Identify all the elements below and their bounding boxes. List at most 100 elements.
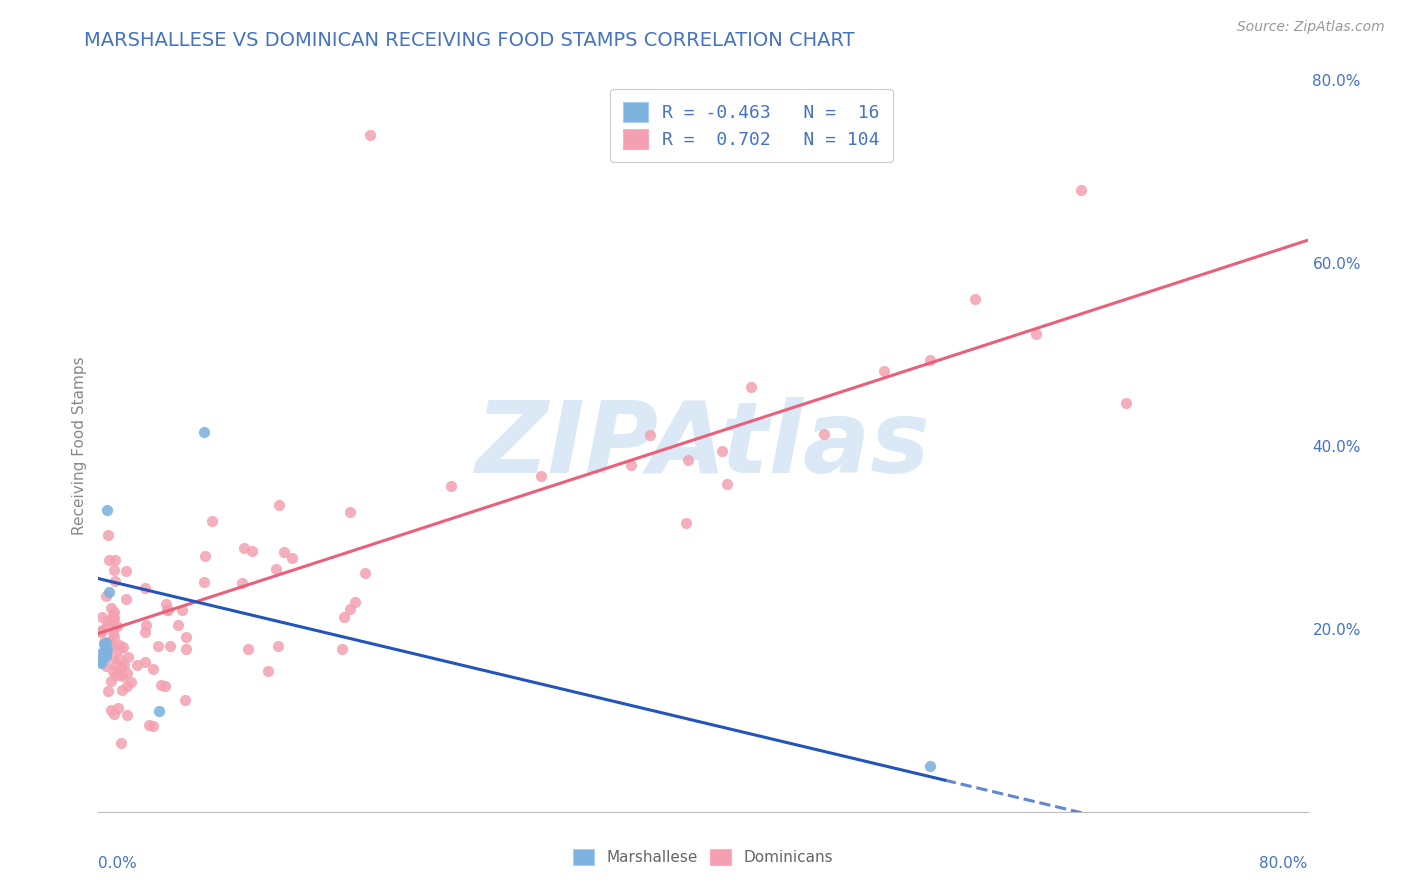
Point — [153, 679, 176, 693]
Point — [94, 589, 117, 603]
Point — [97, 614, 120, 628]
Point — [103, 611, 125, 625]
Point — [108, 652, 131, 666]
Point — [676, 453, 699, 467]
Point — [110, 667, 132, 681]
Point — [360, 128, 382, 143]
Point — [142, 719, 165, 733]
Point — [98, 585, 121, 599]
Text: ZIPAtlas: ZIPAtlas — [475, 398, 931, 494]
Point — [200, 514, 222, 528]
Point — [115, 679, 138, 693]
Point — [94, 645, 117, 659]
Text: 80.0%: 80.0% — [1260, 855, 1308, 871]
Point — [111, 683, 134, 698]
Point — [112, 657, 135, 672]
Point — [193, 574, 215, 589]
Point — [281, 550, 304, 565]
Point — [716, 476, 738, 491]
Point — [267, 499, 290, 513]
Point — [93, 635, 115, 649]
Point — [343, 594, 366, 608]
Point — [156, 603, 179, 617]
Point — [91, 610, 114, 624]
Point — [93, 647, 115, 661]
Point — [115, 666, 138, 681]
Point — [155, 597, 177, 611]
Point — [97, 684, 120, 698]
Point — [100, 640, 122, 654]
Point — [257, 664, 280, 678]
Point — [236, 641, 259, 656]
Point — [640, 427, 662, 442]
Point — [339, 601, 361, 615]
Point — [103, 606, 125, 620]
Point — [135, 618, 157, 632]
Point — [103, 562, 125, 576]
Point — [90, 647, 112, 661]
Point — [100, 674, 122, 689]
Point — [103, 631, 125, 645]
Point — [98, 634, 121, 648]
Point — [330, 641, 353, 656]
Point — [193, 425, 215, 440]
Point — [93, 637, 115, 651]
Point — [120, 675, 142, 690]
Point — [103, 624, 125, 639]
Point — [100, 703, 122, 717]
Point — [104, 667, 127, 681]
Point — [142, 662, 165, 676]
Point — [94, 659, 117, 673]
Point — [108, 641, 131, 656]
Point — [174, 693, 197, 707]
Point — [148, 639, 170, 653]
Point — [439, 479, 461, 493]
Point — [125, 657, 148, 672]
Point — [103, 706, 125, 721]
Point — [111, 640, 134, 655]
Point — [620, 458, 643, 472]
Point — [101, 615, 124, 630]
Point — [965, 292, 987, 306]
Y-axis label: Receiving Food Stamps: Receiving Food Stamps — [72, 357, 87, 535]
Point — [100, 601, 122, 615]
Point — [101, 649, 124, 664]
Point — [148, 704, 170, 718]
Text: 0.0%: 0.0% — [98, 855, 138, 871]
Legend: Marshallese, Dominicans: Marshallese, Dominicans — [567, 843, 839, 871]
Point — [873, 364, 896, 378]
Point — [111, 669, 134, 683]
Point — [159, 640, 181, 654]
Point — [740, 379, 762, 393]
Point — [264, 562, 287, 576]
Text: Source: ZipAtlas.com: Source: ZipAtlas.com — [1237, 20, 1385, 34]
Point — [231, 576, 253, 591]
Point — [94, 649, 117, 664]
Point — [104, 553, 127, 567]
Point — [530, 469, 553, 483]
Point — [90, 625, 112, 640]
Legend: R = -0.463   N =  16, R =  0.702   N = 104: R = -0.463 N = 16, R = 0.702 N = 104 — [610, 89, 893, 161]
Point — [170, 602, 193, 616]
Point — [134, 624, 156, 639]
Point — [96, 617, 118, 632]
Point — [110, 735, 132, 749]
Point — [134, 581, 156, 595]
Point — [138, 718, 160, 732]
Point — [194, 549, 217, 563]
Point — [90, 656, 112, 670]
Point — [332, 610, 354, 624]
Point — [918, 759, 941, 773]
Point — [94, 635, 117, 649]
Point — [353, 566, 375, 580]
Point — [91, 623, 114, 637]
Point — [267, 639, 290, 653]
Point — [93, 649, 115, 664]
Point — [1024, 327, 1046, 342]
Point — [339, 505, 361, 519]
Point — [1070, 183, 1092, 197]
Point — [115, 707, 138, 722]
Point — [97, 528, 120, 542]
Point — [233, 541, 256, 556]
Point — [97, 553, 120, 567]
